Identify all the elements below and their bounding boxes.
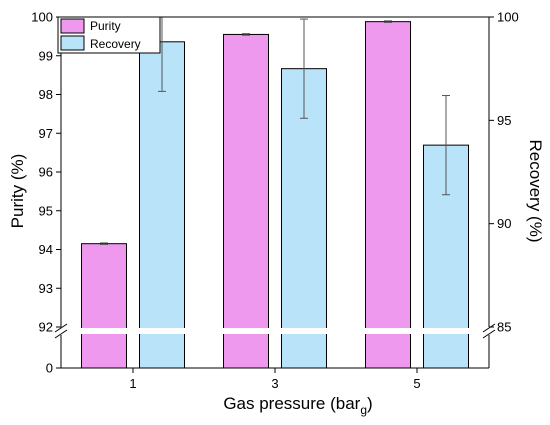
left-axis-title: Purity (%) bbox=[8, 154, 27, 229]
right-tick-label-85: 85 bbox=[497, 320, 511, 335]
bar-recovery-1 bbox=[139, 41, 185, 369]
left-tick-label-100: 100 bbox=[31, 10, 53, 25]
legend: Purity Recovery bbox=[57, 16, 161, 54]
right-axis-title: Recovery (%) bbox=[526, 140, 545, 243]
x-axis-title-close: ) bbox=[367, 394, 373, 413]
bar-purity-3 bbox=[223, 33, 269, 369]
bar-purity-1 bbox=[81, 243, 127, 369]
x-axis-title-text: Gas pressure (bar bbox=[223, 394, 360, 413]
x-axis-title: Gas pressure (barg) bbox=[223, 394, 372, 417]
axis-break-mark-right-2 bbox=[482, 329, 496, 339]
axis-break-gap bbox=[53, 328, 497, 334]
axis-break-mark-left-1 bbox=[54, 323, 68, 333]
left-tick-label-99: 99 bbox=[39, 48, 53, 63]
left-tick-label-98: 98 bbox=[39, 87, 53, 102]
bar-purity-5 bbox=[365, 21, 411, 369]
axis-break bbox=[53, 323, 497, 339]
left-tick-label-95: 95 bbox=[39, 203, 53, 218]
x-tick-label-3: 3 bbox=[271, 376, 278, 391]
legend-label-purity: Purity bbox=[90, 19, 121, 33]
right-tick-label-100: 100 bbox=[497, 10, 519, 25]
x-axis-title-subscript: g bbox=[360, 403, 367, 417]
left-tick-label-93: 93 bbox=[39, 281, 53, 296]
axis-break-mark-left-2 bbox=[54, 329, 68, 339]
axis-break-mark-right-1 bbox=[482, 323, 496, 333]
right-tick-label-90: 90 bbox=[497, 216, 511, 231]
legend-label-recovery: Recovery bbox=[90, 37, 141, 51]
legend-swatch-recovery bbox=[60, 35, 85, 51]
left-tick-label-97: 97 bbox=[39, 126, 53, 141]
legend-swatch-purity bbox=[60, 18, 85, 34]
left-tick-label-0: 0 bbox=[46, 361, 53, 376]
error-bars-layer bbox=[100, 17, 450, 245]
x-tick-label-5: 5 bbox=[413, 376, 420, 391]
left-tick-label-92: 92 bbox=[39, 320, 53, 335]
bars-layer bbox=[81, 21, 469, 369]
left-tick-label-94: 94 bbox=[39, 242, 53, 257]
right-tick-label-95: 95 bbox=[497, 113, 511, 128]
left-tick-label-96: 96 bbox=[39, 165, 53, 180]
x-tick-label-1: 1 bbox=[129, 376, 136, 391]
ticks-layer: 0 92 93 94 95 96 97 98 99 100 85 90 95 100 1 3 5 bbox=[31, 10, 518, 392]
